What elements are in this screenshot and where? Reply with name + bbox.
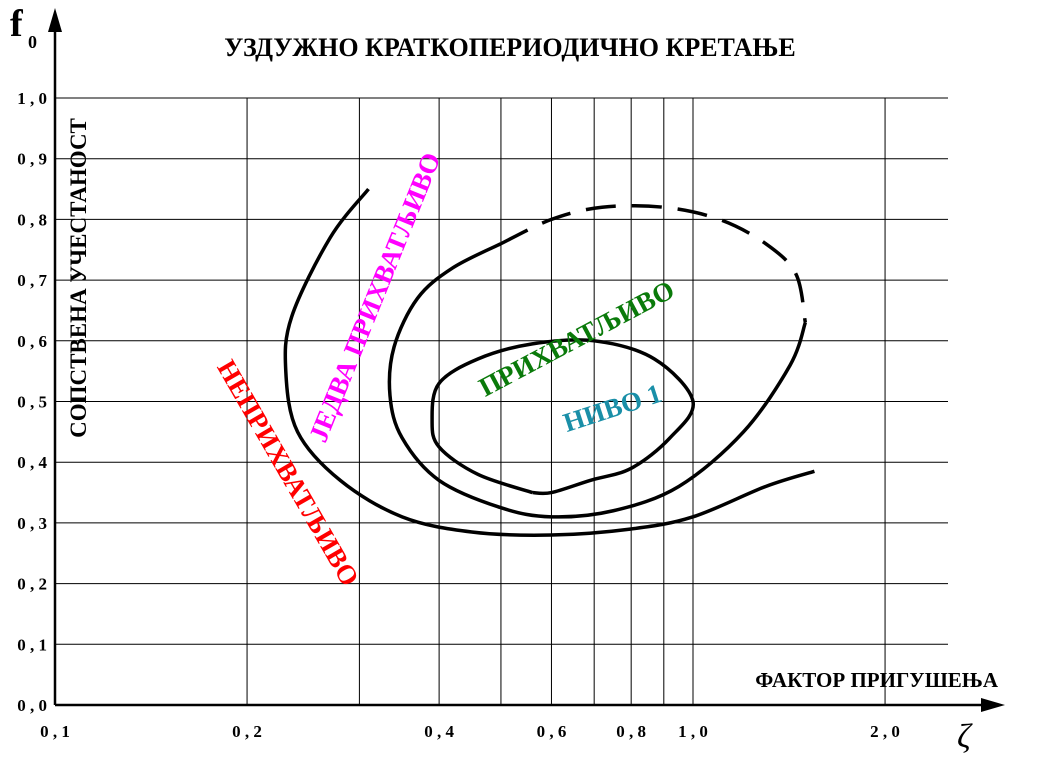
boundary-curve-2 — [387, 242, 808, 519]
boundary-curve-3 — [500, 203, 808, 323]
y-tick-label: 1 , 0 — [17, 89, 47, 108]
x-tick-label: 0 , 1 — [40, 722, 70, 741]
y-tick-label: 0 , 9 — [17, 150, 47, 169]
x-tick-label: 1 , 0 — [678, 722, 708, 741]
x-tick-label: 0 , 2 — [232, 722, 262, 741]
y-tick-label: 0 , 5 — [17, 393, 47, 412]
y-tick-label: 0 , 8 — [17, 210, 47, 229]
y-axis-symbol: f — [10, 3, 24, 45]
y-tick-label: 0 , 1 — [17, 635, 47, 654]
y-axis-symbol-subscript: 0 — [28, 32, 37, 52]
boundary-curve-1 — [430, 338, 695, 496]
series-group — [283, 187, 815, 537]
x-tick-label: 0 , 8 — [616, 722, 646, 741]
y-tick-label: 0 , 3 — [17, 514, 47, 533]
y-tick-label: 0 , 7 — [17, 271, 47, 290]
y-tick-label: 0 , 0 — [17, 696, 47, 715]
tick-labels: 0 , 0 0 , 1 0 , 2 0 , 3 0 , 4 0 , 5 0 , 6 0 , 7… — [17, 89, 900, 741]
x-axis-label: ФАКТОР ПРИГУШЕЊА — [755, 668, 999, 692]
x-tick-label: 0 , 4 — [424, 722, 454, 741]
y-axis-arrow — [48, 8, 62, 32]
x-axis-arrow — [981, 698, 1005, 712]
axes — [48, 8, 1005, 712]
boundary-curve-4 — [283, 187, 815, 537]
y-tick-label: 0 , 2 — [17, 575, 47, 594]
y-tick-label: 0 , 4 — [17, 453, 47, 472]
x-tick-label: 0 , 6 — [537, 722, 567, 741]
grid — [55, 97, 948, 705]
chart-title: УЗДУЖНО КРАТКОПЕРИОДИЧНО КРЕТАЊЕ — [224, 33, 796, 62]
x-tick-label: 2 , 0 — [870, 722, 900, 741]
y-tick-label: 0 , 6 — [17, 332, 47, 351]
x-axis-symbol: ζ — [957, 718, 973, 755]
y-axis-label: СОПСТВЕНА УЧЕСТАНОСТ — [66, 118, 91, 438]
region-label-1: НИВО 1 — [560, 378, 666, 438]
